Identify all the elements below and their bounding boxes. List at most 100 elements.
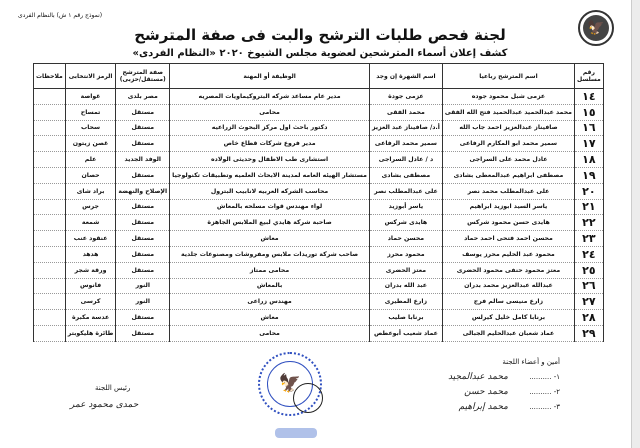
cell-job: دكتور باحث اول مركز البحوث الزراعيه bbox=[169, 119, 370, 137]
cell-job: مستشار الهيئه العامه لمدينة الابحاث العل… bbox=[169, 166, 370, 184]
cell-notes bbox=[33, 261, 66, 279]
cell-job: محاسب الشركه العربيه لانابيب البترول bbox=[169, 182, 370, 200]
form-number: (نموذج رقم ١ ش) بالنظام الفردى bbox=[18, 12, 103, 19]
cell-job: معاش bbox=[169, 309, 370, 326]
table-row: ١٧ سمير محمد ابو المكارم الرفاعى سمير محمد… bbox=[33, 135, 604, 153]
cell-symbol: جرس bbox=[64, 198, 117, 216]
cell-name: صافيناز عبدالعزيز احمد جاب الله bbox=[441, 119, 576, 137]
cell-nickname: على عبدالمطلب نصر bbox=[368, 182, 443, 200]
cell-serial: ٢٢ bbox=[574, 214, 604, 232]
cell-status: مستقل bbox=[115, 198, 171, 216]
cell-name: معتز محمود حنفى محمود الحضرى bbox=[441, 261, 576, 279]
column-header-symbol: الرمز الانتخابى bbox=[64, 63, 117, 89]
cell-notes bbox=[33, 119, 66, 137]
cell-status: مستقل bbox=[115, 230, 171, 247]
table-row: ٢٩ عماد شعبان عبدالحليم الجبالى عماد شعيب … bbox=[33, 324, 604, 342]
cell-nickname: عبد الله بدران bbox=[368, 277, 443, 295]
emblem-icon: 🦅 bbox=[578, 10, 614, 46]
cell-status: الإصلاح والنهضة bbox=[115, 182, 171, 200]
cell-symbol: ورقة شجر bbox=[64, 261, 117, 279]
cell-nickname: محمود محرز bbox=[368, 245, 443, 263]
cell-notes bbox=[33, 103, 66, 121]
cell-status: مستقل bbox=[115, 103, 171, 121]
cell-serial: ١٨ bbox=[574, 151, 604, 168]
cell-nickname: سمير محمد الرفاعى bbox=[368, 135, 443, 153]
cell-notes bbox=[33, 88, 66, 105]
chair-label: رئيس اللجنة bbox=[95, 384, 131, 392]
cell-symbol: تمساح bbox=[64, 103, 117, 121]
cell-notes bbox=[33, 151, 66, 168]
table-row: ٢٨ برنابا كامل خليل كيرلس برنابا صليب معاش م… bbox=[33, 309, 604, 326]
cell-notes bbox=[33, 214, 66, 232]
cell-job: بالمعاش bbox=[169, 277, 370, 295]
cell-symbol: عدسة مكبرة bbox=[64, 309, 117, 326]
page-subtitle: كشف إعلان أسماء المترشحين لعضوية مجلس ال… bbox=[132, 48, 508, 59]
cell-nickname: معتز الحضرى bbox=[368, 261, 443, 279]
cell-serial: ١٩ bbox=[574, 166, 604, 184]
cell-notes bbox=[33, 182, 66, 200]
candidates-table: رقم مسلسل اسم المترشح رباعيا اسم الشهرة إن… bbox=[33, 63, 604, 342]
cell-status: النور bbox=[115, 293, 171, 311]
cell-symbol: علم bbox=[64, 151, 117, 168]
cell-symbol: فانوس bbox=[64, 277, 117, 295]
members-label: أمين و أعضاء اللجنة bbox=[502, 358, 560, 366]
table-header: رقم مسلسل اسم المترشح رباعيا اسم الشهرة إن… bbox=[33, 63, 604, 89]
cell-nickname: عماد شعيب أبوعطص bbox=[368, 324, 443, 342]
chair-signature: حمدى محمود عمر bbox=[70, 400, 139, 410]
table-row: ١٦ صافيناز عبدالعزيز احمد جاب الله أ.د/ صا… bbox=[33, 119, 604, 137]
cell-notes bbox=[33, 230, 66, 247]
table-row: ٢٣ محسن احمد فتحى احمد حماد محسن حماد معاش م… bbox=[33, 230, 604, 247]
column-header-name: اسم المترشح رباعيا bbox=[441, 63, 576, 89]
cell-name: زارع منيسى سالم فرج bbox=[441, 293, 576, 311]
cell-job: مدير فروع شركات قطاع خاص bbox=[169, 135, 370, 153]
cell-nickname: مصطفى بشادى bbox=[368, 166, 443, 184]
table-row: ٢٠ على عبدالمطلب محمد نصر على عبدالمطلب نص… bbox=[33, 182, 604, 200]
cell-job: صاحبة شركة هايدي لبيع الملابس الجاهزة bbox=[169, 214, 370, 232]
cell-job: مدير عام مساعد شركه البتروكيماويات المصر… bbox=[169, 88, 370, 105]
cell-nickname: عزمى جودة bbox=[368, 88, 443, 105]
cell-notes bbox=[33, 324, 66, 342]
column-header-status: صفة المترشح (مستقل/حزبى) bbox=[115, 63, 171, 89]
cell-status: مصر بلدى bbox=[115, 88, 171, 105]
table-row: ١٩ مصطفى ابراهيم عبدالمعطى بشادى مصطفى بشا… bbox=[33, 166, 604, 184]
cell-serial: ٢٩ bbox=[574, 324, 604, 342]
table-row: ١٥ محمد عبدالحميد عبدالحميد فتح الله الفق… bbox=[33, 103, 604, 121]
cell-nickname: برنابا صليب bbox=[368, 309, 443, 326]
member-signature-2: محمد حسن bbox=[464, 387, 508, 397]
cell-name: عماد شعبان عبدالحليم الجبالى bbox=[441, 324, 576, 342]
cell-serial: ٢٤ bbox=[574, 245, 604, 263]
cell-nickname: محسن حماد bbox=[368, 230, 443, 247]
cell-name: مصطفى ابراهيم عبدالمعطى بشادى bbox=[441, 166, 576, 184]
cell-notes bbox=[33, 277, 66, 295]
cell-status: الوفد الجديد bbox=[115, 151, 171, 168]
cell-name: محمد عبدالحميد عبدالحميد فتح الله الفقى bbox=[441, 103, 576, 121]
page-title: لجنة فحص طلبات الترشح والبت فى صفة المتر… bbox=[134, 26, 506, 44]
cell-notes bbox=[33, 135, 66, 153]
cell-name: محمود عبد الحليم محرز يوسف bbox=[441, 245, 576, 263]
cell-symbol: حصان bbox=[64, 166, 117, 184]
cell-serial: ٢٠ bbox=[574, 182, 604, 200]
cell-name: على عبدالمطلب محمد نصر bbox=[441, 182, 576, 200]
cell-name: ياسر السيد ابوزيد ابراهيم bbox=[441, 198, 576, 216]
cell-serial: ١٥ bbox=[574, 103, 604, 121]
cell-symbol: طائرة هليكوبتر bbox=[64, 324, 117, 342]
cell-symbol: براد شاى bbox=[64, 182, 117, 200]
cell-name: سمير محمد ابو المكارم الرفاعى bbox=[441, 135, 576, 153]
cell-name: محسن احمد فتحى احمد حماد bbox=[441, 230, 576, 247]
table-row: ٢٧ زارع منيسى سالم فرج زارع المطيرى مهندس ز… bbox=[33, 293, 604, 311]
table-row: ١٤ عزمى شبل محمود جوده عزمى جودة مدير عام م… bbox=[33, 88, 604, 105]
member-line-1: ١- .......... bbox=[529, 373, 560, 381]
cell-status: النور bbox=[115, 277, 171, 295]
cell-job: محامى bbox=[169, 324, 370, 342]
cell-status: مستقل bbox=[115, 309, 171, 326]
cell-serial: ٢١ bbox=[574, 198, 604, 216]
cell-name: عبدالله عبدالعزيز محمد بدران bbox=[441, 277, 576, 295]
cell-symbol: سحاب bbox=[64, 119, 117, 137]
cell-serial: ١٦ bbox=[574, 119, 604, 137]
cell-serial: ٢٥ bbox=[574, 261, 604, 279]
table-row: ٢٢ هايدى حسن محمود شركس هايدى شركس صاحبة شر… bbox=[33, 214, 604, 232]
cell-symbol: غواصة bbox=[64, 88, 117, 105]
page-edge bbox=[631, 0, 640, 448]
cell-serial: ٢٨ bbox=[574, 309, 604, 326]
stamp-smudge bbox=[275, 428, 317, 438]
